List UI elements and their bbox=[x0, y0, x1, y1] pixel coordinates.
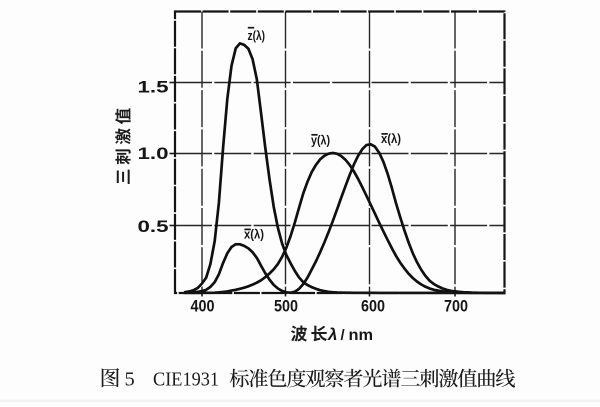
svg-text:/: / bbox=[341, 327, 346, 344]
svg-text:y(λ): y(λ) bbox=[311, 133, 330, 148]
svg-text:500: 500 bbox=[274, 297, 298, 316]
svg-text:x(λ): x(λ) bbox=[244, 227, 264, 242]
svg-text:λ: λ bbox=[327, 325, 337, 344]
svg-text:CIE1931: CIE1931 bbox=[153, 369, 219, 391]
svg-text:1.5: 1.5 bbox=[138, 78, 169, 97]
svg-text:nm: nm bbox=[349, 327, 374, 344]
svg-text:5: 5 bbox=[125, 369, 135, 391]
svg-text:x(λ): x(λ) bbox=[381, 131, 401, 146]
svg-text:1.0: 1.0 bbox=[138, 144, 169, 163]
svg-text:700: 700 bbox=[444, 297, 468, 316]
svg-text:600: 600 bbox=[361, 297, 385, 316]
svg-text:0.5: 0.5 bbox=[138, 217, 169, 236]
svg-text:z(λ): z(λ) bbox=[248, 28, 266, 43]
svg-text:400: 400 bbox=[191, 297, 215, 316]
